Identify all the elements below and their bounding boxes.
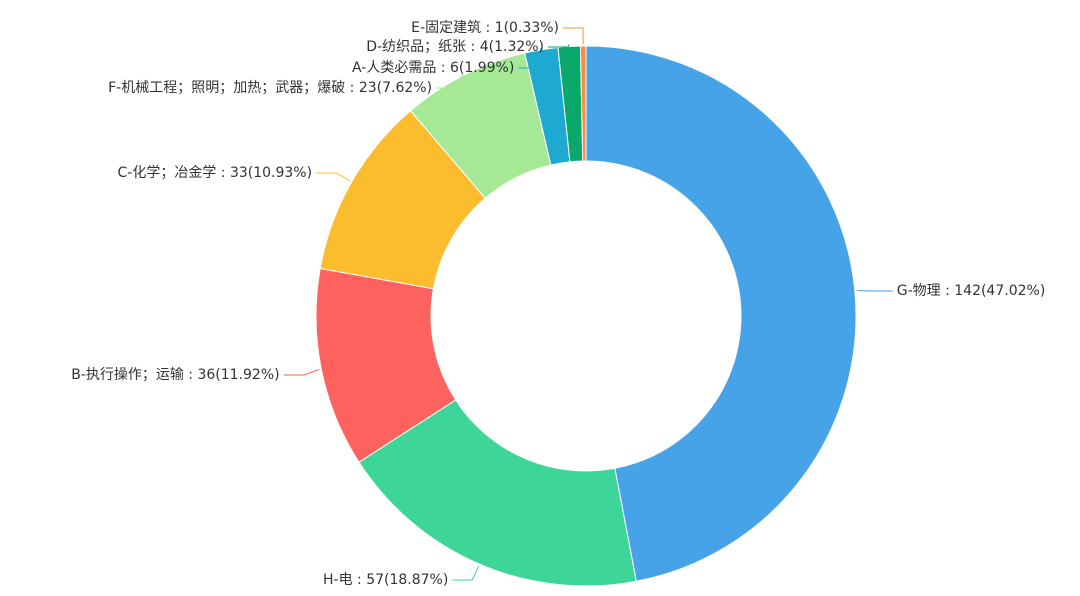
leader-line bbox=[548, 44, 570, 48]
leader-line bbox=[316, 172, 351, 182]
slice bbox=[358, 399, 637, 587]
slice-label: D-纺织品；纸张 : 4(1.32%) bbox=[366, 39, 544, 55]
slice-label: E-固定建筑 : 1(0.33%) bbox=[411, 20, 559, 36]
slice-label: C-化学；冶金学 : 33(10.93%) bbox=[118, 165, 313, 181]
slice-label: B-执行操作；运输 : 36(11.92%) bbox=[71, 367, 279, 383]
leader-line bbox=[283, 368, 320, 376]
leader-line bbox=[518, 47, 542, 69]
slice-label: A-人类必需品 : 6(1.99%) bbox=[352, 60, 514, 76]
slice-label: F-机械工程；照明；加热；武器；爆破 : 23(7.62%) bbox=[108, 80, 432, 96]
leader-line bbox=[452, 565, 480, 581]
leader-line bbox=[436, 73, 464, 89]
slice bbox=[579, 45, 587, 162]
slice-label: H-电 : 57(18.87%) bbox=[323, 572, 448, 588]
slice-label: G-物理 : 142(47.02%) bbox=[897, 283, 1046, 299]
slice bbox=[585, 45, 857, 582]
leader-line bbox=[563, 27, 584, 45]
